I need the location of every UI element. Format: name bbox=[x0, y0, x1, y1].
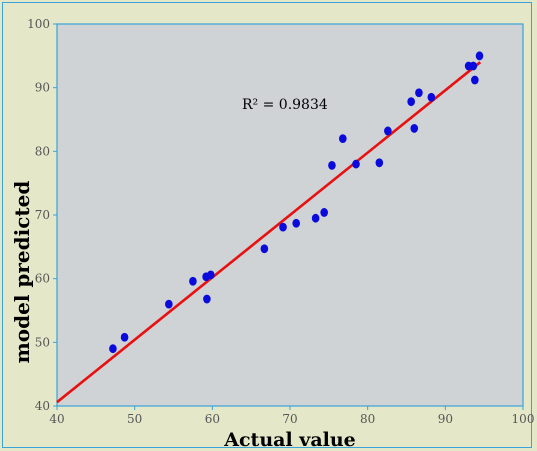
data-point bbox=[279, 222, 287, 232]
data-point bbox=[203, 294, 211, 304]
x-tick-label: 90 bbox=[438, 412, 453, 426]
data-point bbox=[328, 160, 336, 170]
y-axis-ticks: 40 50 60 70 80 90 100 bbox=[27, 17, 57, 413]
data-point bbox=[189, 276, 197, 286]
data-point bbox=[415, 88, 423, 98]
data-point bbox=[206, 270, 215, 280]
data-point bbox=[165, 299, 173, 309]
x-tick-label: 80 bbox=[360, 412, 375, 426]
y-axis-label: model predicted bbox=[10, 181, 34, 364]
data-point bbox=[320, 208, 328, 217]
x-tick-label: 60 bbox=[205, 412, 220, 426]
x-tick-label: 100 bbox=[512, 412, 535, 426]
y-tick-label: 80 bbox=[35, 144, 50, 158]
x-tick-label: 40 bbox=[49, 412, 64, 426]
data-point bbox=[407, 97, 415, 107]
y-tick-label: 100 bbox=[27, 17, 50, 31]
data-point bbox=[375, 158, 384, 168]
y-tick-label: 40 bbox=[35, 399, 50, 413]
x-tick-label: 50 bbox=[127, 412, 142, 426]
trendline bbox=[56, 61, 482, 404]
y-tick-label: 90 bbox=[35, 81, 50, 95]
data-point bbox=[410, 124, 419, 133]
data-point bbox=[384, 126, 392, 136]
y-tick-label: 60 bbox=[35, 272, 50, 286]
data-point bbox=[469, 61, 478, 71]
data-points bbox=[109, 51, 484, 354]
chart-frame bbox=[2, 2, 532, 448]
plot-area bbox=[56, 23, 524, 407]
data-point bbox=[352, 159, 360, 169]
data-point bbox=[471, 75, 479, 85]
data-point bbox=[292, 218, 301, 228]
data-point bbox=[109, 344, 117, 354]
x-axis-ticks: 40 50 60 70 80 90 100 bbox=[49, 406, 534, 426]
data-point bbox=[120, 332, 129, 342]
r-squared-annotation: R² = 0.9834 bbox=[242, 97, 328, 113]
data-point bbox=[339, 134, 347, 144]
data-point bbox=[427, 92, 436, 102]
data-point bbox=[311, 213, 320, 223]
data-point bbox=[475, 51, 484, 61]
y-tick-label: 70 bbox=[35, 208, 50, 222]
x-axis-label: Actual value bbox=[223, 429, 356, 451]
data-point bbox=[260, 244, 269, 254]
y-tick-label: 50 bbox=[35, 335, 50, 349]
x-tick-label: 70 bbox=[282, 412, 297, 426]
